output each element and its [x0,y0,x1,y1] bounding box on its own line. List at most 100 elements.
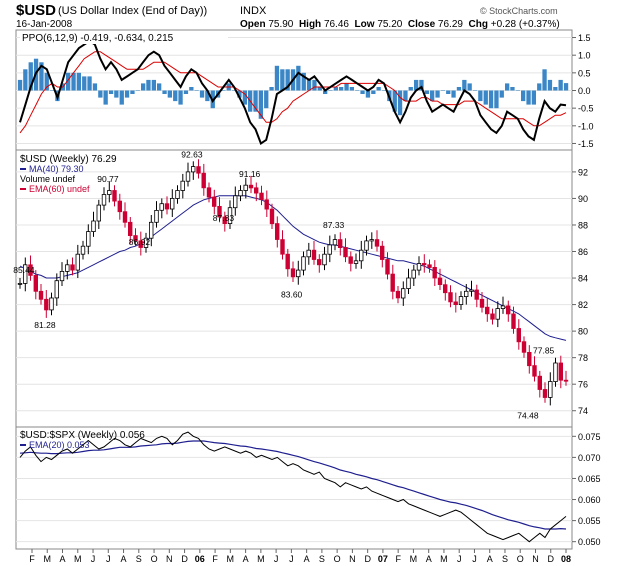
price-candle [469,289,474,292]
price-candle [264,199,269,210]
price-tick-label: 78 [578,353,588,363]
price-candle [101,194,107,206]
ppo-hist-bar [317,87,322,91]
price-tick-label: 84 [578,274,588,284]
ratio-line [19,431,567,543]
ppo-hist-bar [483,90,488,105]
ppo-hist-bar [189,87,194,91]
price-annotation: 92.63 [181,150,203,160]
price-candle [463,290,469,297]
ppo-hist-bar [553,87,558,91]
price-candle [511,313,516,329]
ppo-hist-bar [199,90,205,98]
price-bars [17,159,569,406]
high-value: 76.46 [323,19,349,30]
ppo-hist-bar [17,79,23,91]
x-tick-label: N [166,554,173,564]
ppo-legend: PPO(6,12,9) -0.419, -0.634, 0.215 [22,33,174,44]
price-tick-label: 80 [578,327,588,337]
price-candle [395,290,401,299]
ppo-hist-bar [505,83,510,91]
ppo-hist-bar [531,90,536,105]
x-tick-label: J [457,554,462,564]
price-candle [80,245,86,255]
ppo-hist-bar [242,90,247,105]
price-candle [164,203,170,210]
ppo-hist-bar [296,65,301,91]
price-annotation: 74.48 [517,410,539,420]
x-tick-label: N [349,554,356,564]
price-candle [28,264,33,276]
ppo-hist-bar [280,69,285,91]
ppo-hist-bar [510,87,515,91]
date-label: 16-Jan-2008 [16,19,73,30]
ppo-hist-bar [526,90,531,105]
price-candle [322,253,327,266]
ppo-hist-bar [232,90,237,91]
price-candle [190,166,196,173]
ppo-y-ticks: 1.5 1.0 0.5 0.0 -0.5 -1.0 -1.5 [572,33,594,149]
ppo-hist-bar [258,90,263,119]
price-legend-ema: EMA(60) undef [29,184,90,194]
ppo-tick-label: 1.5 [578,33,591,43]
ppo-hist-bar [146,79,151,91]
ppo-hist-bar [124,90,130,98]
price-candle [505,305,511,315]
x-tick-label: M [440,554,448,564]
price-candle [563,379,569,382]
price-annotation: 81.28 [34,320,56,330]
price-tick-label: 86 [578,247,588,257]
ppo-hist-bar [167,90,172,98]
price-tick-label: 76 [578,380,588,390]
ppo-hist-bar [424,90,429,94]
price-legend-title: $USD (Weekly) 76.29 [20,154,117,165]
ppo-hist-bar [488,90,494,109]
ppo-hist-bar [76,72,81,91]
ppo-hist-bar [349,87,354,91]
ppo-hist-bar [50,90,55,91]
price-candle [238,190,243,197]
price-candle [474,289,479,300]
ratio-tick-label: 0.060 [578,495,601,505]
price-panel: 85.44 81.28 90.77 86.02 92.63 87.83 91.16 83.60… [13,149,588,428]
price-candle [385,259,390,275]
close-label: Close [407,19,436,30]
price-legend-ma: MA(40) 79.30 [29,164,84,174]
price-candle [374,239,380,247]
x-tick-label: D [547,554,554,564]
ratio-panel: 0.075 0.070 0.065 0.060 0.055 0.050 $USD:$SPX… [15,426,601,550]
price-candle [379,245,385,260]
price-candle [206,187,212,198]
ppo-hist-bar [440,90,445,91]
price-candle [479,298,485,308]
price-candle [253,187,259,194]
price-annotation: 85.44 [13,265,35,275]
price-candle [553,362,558,383]
ratio-tick-label: 0.055 [578,516,601,526]
ppo-hist-bar [467,83,472,91]
price-candle [306,249,311,258]
x-tick-label: 07 [378,554,388,564]
price-candle [65,264,70,272]
price-candle [222,216,227,224]
ppo-hist-bar [403,90,408,102]
ppo-hist-bar [312,79,317,91]
price-candle [112,190,117,202]
price-candle [138,240,143,248]
ppo-hist-bar [135,90,140,91]
price-candle [527,351,532,367]
price-candle [421,263,427,266]
x-tick-label: D [364,554,371,564]
ppo-hist-bar [446,90,451,94]
price-grid [16,171,572,412]
price-candle [495,308,500,320]
ppo-hist-bar [269,87,274,91]
price-tick-label: 92 [578,167,588,177]
x-tick-label: J [289,554,294,564]
ratio-tick-label: 0.065 [578,474,601,484]
x-tick-label: 08 [561,554,571,564]
price-candle [86,231,91,247]
price-annotation: 86.02 [129,237,151,247]
price-candle [243,184,248,191]
